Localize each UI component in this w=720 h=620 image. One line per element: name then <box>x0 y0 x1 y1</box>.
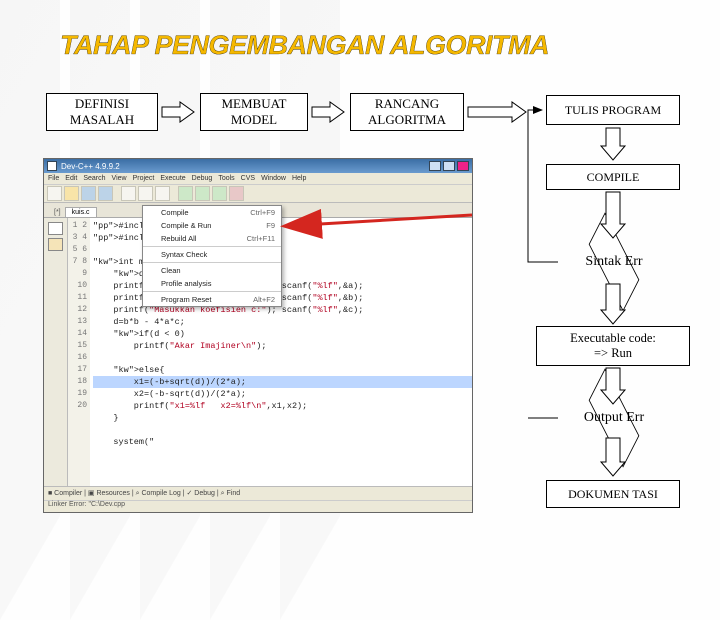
window-min-icon[interactable] <box>429 161 441 171</box>
step-executable-run: Executable code:=> Run <box>536 326 690 366</box>
menu-item[interactable]: Syntax Check <box>143 248 281 261</box>
ide-menu-item[interactable]: File <box>48 175 59 182</box>
ide-footer: Linker Error: "C:\Dev.cpp <box>44 500 472 512</box>
arrow-right-icon <box>468 102 526 122</box>
ide-titlebar: Dev-C++ 4.9.9.2 <box>44 159 472 173</box>
toolbar-run-icon[interactable] <box>195 186 210 201</box>
step-label: MEMBUATMODEL <box>221 96 286 127</box>
window-close-icon[interactable] <box>457 161 469 171</box>
ide-tab[interactable]: kuis.c <box>65 207 97 217</box>
menu-item[interactable]: Compile & Run F9 <box>143 219 281 232</box>
ide-menu-item[interactable]: Execute <box>160 175 185 182</box>
project-icon[interactable] <box>48 238 63 251</box>
ide-menu-item[interactable]: Edit <box>65 175 77 182</box>
step-compile: COMPILE <box>546 164 680 190</box>
toolbar-undo-icon[interactable] <box>138 186 153 201</box>
project-tab[interactable]: [*] <box>50 208 65 217</box>
toolbar-compile-icon[interactable] <box>178 186 193 201</box>
step-label: COMPILE <box>587 170 640 184</box>
toolbar-saveall-icon[interactable] <box>98 186 113 201</box>
toolbar-open-icon[interactable] <box>64 186 79 201</box>
step-label: DEFINISIMASALAH <box>70 96 134 127</box>
ide-project-panel <box>44 218 68 486</box>
menu-item-label: Rebuild All <box>161 234 196 243</box>
ide-status-tabs: ■ Compiler | ▣ Resources | ⌕ Compile Log… <box>44 486 472 500</box>
menu-item[interactable]: Program Reset Alt+F2 <box>143 293 281 306</box>
toolbar-redo-icon[interactable] <box>155 186 170 201</box>
step-label: Executable code:=> Run <box>570 331 656 361</box>
menu-item-label: Program Reset <box>161 295 211 304</box>
ide-menu-item[interactable]: Search <box>83 175 105 182</box>
menu-item[interactable]: Clean <box>143 264 281 277</box>
ide-menu-item[interactable]: View <box>112 175 127 182</box>
menu-item-shortcut: Ctrl+F9 <box>250 208 275 217</box>
menu-item-label: Compile & Run <box>161 221 211 230</box>
arrow-down-icon <box>601 128 625 160</box>
step-definisi-masalah: DEFINISIMASALAH <box>46 93 158 131</box>
menu-item-label: Compile <box>161 208 189 217</box>
toolbar-save-icon[interactable] <box>81 186 96 201</box>
menu-item[interactable]: Profile analysis <box>143 277 281 290</box>
step-rancang-algoritma: RANCANGALGORITMA <box>350 93 464 131</box>
ide-menu-item[interactable]: CVS <box>241 175 255 182</box>
step-label: TULIS PROGRAM <box>565 103 661 117</box>
menu-item-label: Profile analysis <box>161 279 211 288</box>
toolbar-new-icon[interactable] <box>47 186 62 201</box>
ide-menu-item[interactable]: Window <box>261 175 286 182</box>
ide-toolbar <box>44 185 472 203</box>
decision-label: Sintak Err <box>578 245 650 279</box>
ide-gutter: 1 2 3 4 5 6 7 8 9 10 11 12 13 14 15 16 1… <box>68 218 90 486</box>
decision-label: Output Err <box>578 401 650 435</box>
ide-menu-item[interactable]: Debug <box>192 175 213 182</box>
step-dokumentasi: DOKUMEN TASI <box>546 480 680 508</box>
ide-execute-menu: Compile Ctrl+F9 Compile & Run F9 Rebuild All… <box>142 205 282 307</box>
ide-menu-item[interactable]: Help <box>292 175 306 182</box>
project-icon[interactable] <box>48 222 63 235</box>
menu-item-shortcut: Ctrl+F11 <box>247 234 275 243</box>
menu-item-shortcut: Alt+F2 <box>253 295 275 304</box>
ide-title: Dev-C++ 4.9.9.2 <box>61 162 120 171</box>
menu-item-label: Syntax Check <box>161 250 207 259</box>
menu-item-shortcut: F9 <box>266 221 275 230</box>
page-title: TAHAP PENGEMBANGAN ALGORITMA <box>60 30 549 61</box>
decision-sintak-err: Sintak Err <box>578 245 650 279</box>
ide-menu-item[interactable]: Project <box>133 175 155 182</box>
menu-item[interactable]: Rebuild All Ctrl+F11 <box>143 232 281 245</box>
step-membuat-model: MEMBUATMODEL <box>200 93 308 131</box>
decision-output-err: Output Err <box>578 401 650 435</box>
step-tulis-program: TULIS PROGRAM <box>546 95 680 125</box>
ide-menubar: File Edit Search View Project Execute Debug Too… <box>44 173 472 185</box>
toolbar-print-icon[interactable] <box>121 186 136 201</box>
toolbar-debug-icon[interactable] <box>229 186 244 201</box>
step-label: RANCANGALGORITMA <box>368 96 446 127</box>
status-label[interactable]: ■ Compiler | ▣ Resources | ⌕ Compile Log… <box>48 489 240 498</box>
menu-item-label: Clean <box>161 266 181 275</box>
step-label: DOKUMEN TASI <box>568 487 658 501</box>
menu-item[interactable]: Compile Ctrl+F9 <box>143 206 281 219</box>
toolbar-compile-run-icon[interactable] <box>212 186 227 201</box>
ide-app-icon <box>47 161 57 171</box>
ide-menu-item[interactable]: Tools <box>218 175 234 182</box>
window-max-icon[interactable] <box>443 161 455 171</box>
